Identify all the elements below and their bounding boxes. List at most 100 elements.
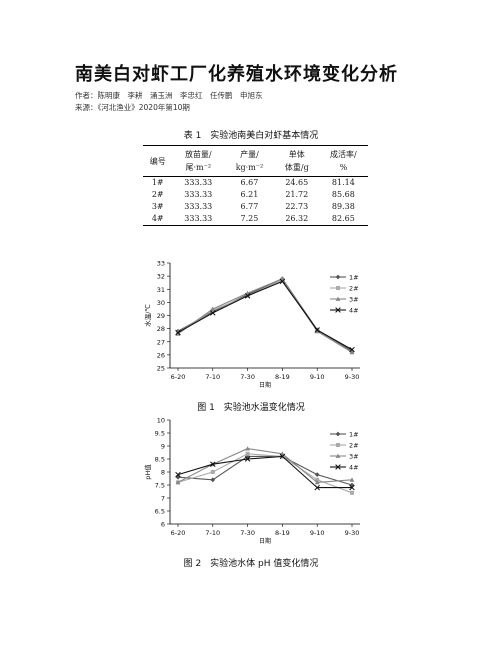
data-point <box>176 480 180 485</box>
y-axis-label: pH值 <box>143 464 152 480</box>
x-tick-label: 7-30 <box>240 529 255 537</box>
table-cell: 24.65 <box>285 178 309 187</box>
x-tick-label: 6-20 <box>171 529 186 537</box>
table-cell: 4# <box>143 213 173 226</box>
source-line: 来源：《河北渔业》2020年第10期 <box>75 103 190 112</box>
data-point <box>210 310 216 316</box>
data-point <box>244 456 251 462</box>
data-point <box>336 286 340 290</box>
table-cell: 89.38 <box>331 202 355 211</box>
table-cell: 333.33 <box>172 213 225 226</box>
table-header: 单体 体重/g <box>274 145 319 177</box>
y-tick-label: 25 <box>157 365 165 373</box>
data-point <box>315 477 320 482</box>
data-point <box>349 346 355 353</box>
y-tick-label: 9.5 <box>155 430 165 438</box>
data-point <box>210 306 216 311</box>
legend-label: 1# <box>349 431 359 439</box>
y-tick-label: 33 <box>157 260 165 268</box>
series-line <box>177 280 353 351</box>
table-row: 3# 333.33 6.77 22.73 89.38 <box>143 201 368 213</box>
data-point <box>279 278 286 285</box>
data-point <box>210 461 216 467</box>
data-point <box>245 451 250 456</box>
y-tick-label: 7 <box>161 495 165 503</box>
table-row: 4# 333.33 7.25 26.32 82.65 <box>143 213 368 226</box>
data-point <box>245 290 250 296</box>
authors-line: 作者：陈明康 李耕 涌玉洲 李忠红 任传鹏 申旭东 <box>75 91 263 100</box>
data-point <box>210 309 216 314</box>
x-tick-label: 7-10 <box>205 373 220 381</box>
data-point <box>314 472 320 477</box>
legend-label: 4# <box>349 464 359 472</box>
data-point <box>314 327 320 333</box>
y-tick-label: 28 <box>157 325 165 333</box>
y-tick-label: 7.5 <box>155 482 165 490</box>
data-point <box>175 480 181 485</box>
table-caption: 表 1 实验池南美白对虾基本情况 <box>183 131 319 141</box>
data-point <box>280 278 285 283</box>
data-point <box>210 477 216 483</box>
y-axis-label: 水温/℃ <box>143 304 152 327</box>
table-header: 产量/kg·m⁻² <box>224 145 275 177</box>
data-point <box>314 480 320 485</box>
data-point <box>349 477 355 482</box>
table-cell: 333.33 <box>184 178 213 187</box>
shrimp-table: 编号 放苗量/尾·m⁻² 产量/kg·m⁻² 单体 体重/g 成活率/% 1# 33… <box>143 145 368 226</box>
data-point <box>245 293 250 298</box>
legend-label: 3# <box>349 453 359 461</box>
data-point <box>280 451 285 456</box>
table-cell: 22.73 <box>285 202 309 211</box>
legend-label: 2# <box>349 285 359 293</box>
table-row: 2# 333.33 6.21 21.72 85.68 <box>143 189 368 201</box>
table-cell: 3# <box>151 202 164 211</box>
x-tick-label: 8-19 <box>275 529 290 537</box>
y-tick-label: 6 <box>161 521 165 529</box>
table-header: 编号 <box>143 145 173 177</box>
data-point <box>349 349 355 355</box>
x-axis-label: 日期 <box>259 537 271 545</box>
data-point <box>175 331 181 336</box>
series-line <box>177 455 353 486</box>
x-tick-label: 8-19 <box>275 373 290 381</box>
x-axis-label: 日期 <box>259 381 271 389</box>
data-point <box>280 454 285 459</box>
legend-label: 4# <box>349 307 359 315</box>
y-tick-label: 31 <box>157 286 165 294</box>
table-cell: 85.68 <box>331 190 355 199</box>
y-tick-label: 9 <box>161 443 165 451</box>
table-cell: 7.25 <box>224 213 275 226</box>
data-point <box>245 454 250 459</box>
data-point <box>314 484 320 491</box>
data-point <box>349 484 355 491</box>
y-tick-label: 27 <box>157 338 165 346</box>
data-point <box>210 461 216 467</box>
y-tick-label: 32 <box>157 273 165 281</box>
y-tick-label: 10 <box>157 417 165 425</box>
x-tick-label: 9-30 <box>345 529 360 537</box>
data-point <box>335 453 341 458</box>
table-header: 放苗量/尾·m⁻² <box>172 145 225 177</box>
table-cell: 6.77 <box>240 202 259 211</box>
table-cell: 82.65 <box>318 213 368 226</box>
data-point <box>210 470 215 474</box>
y-tick-label: 30 <box>157 299 165 307</box>
x-tick-label: 6-20 <box>171 373 186 381</box>
data-point <box>335 464 341 470</box>
data-point <box>175 474 181 480</box>
data-point <box>280 276 285 282</box>
legend-label: 2# <box>349 442 359 450</box>
data-point <box>335 307 341 313</box>
figure2-caption: 图 2 实验池水体 pH 值变化情况 <box>183 559 319 569</box>
data-point <box>280 454 285 459</box>
series-line <box>177 455 352 489</box>
table-cell: 333.33 <box>184 202 213 211</box>
data-point <box>314 327 320 333</box>
table-header-row: 编号 放苗量/尾·m⁻² 产量/kg·m⁻² 单体 体重/g 成活率/% <box>143 145 368 177</box>
data-point <box>175 328 181 334</box>
data-point <box>336 443 340 447</box>
data-point <box>349 348 355 354</box>
table-cell: 21.72 <box>285 190 309 199</box>
table-cell: 333.33 <box>184 190 213 199</box>
table-cell: 2# <box>151 190 164 199</box>
